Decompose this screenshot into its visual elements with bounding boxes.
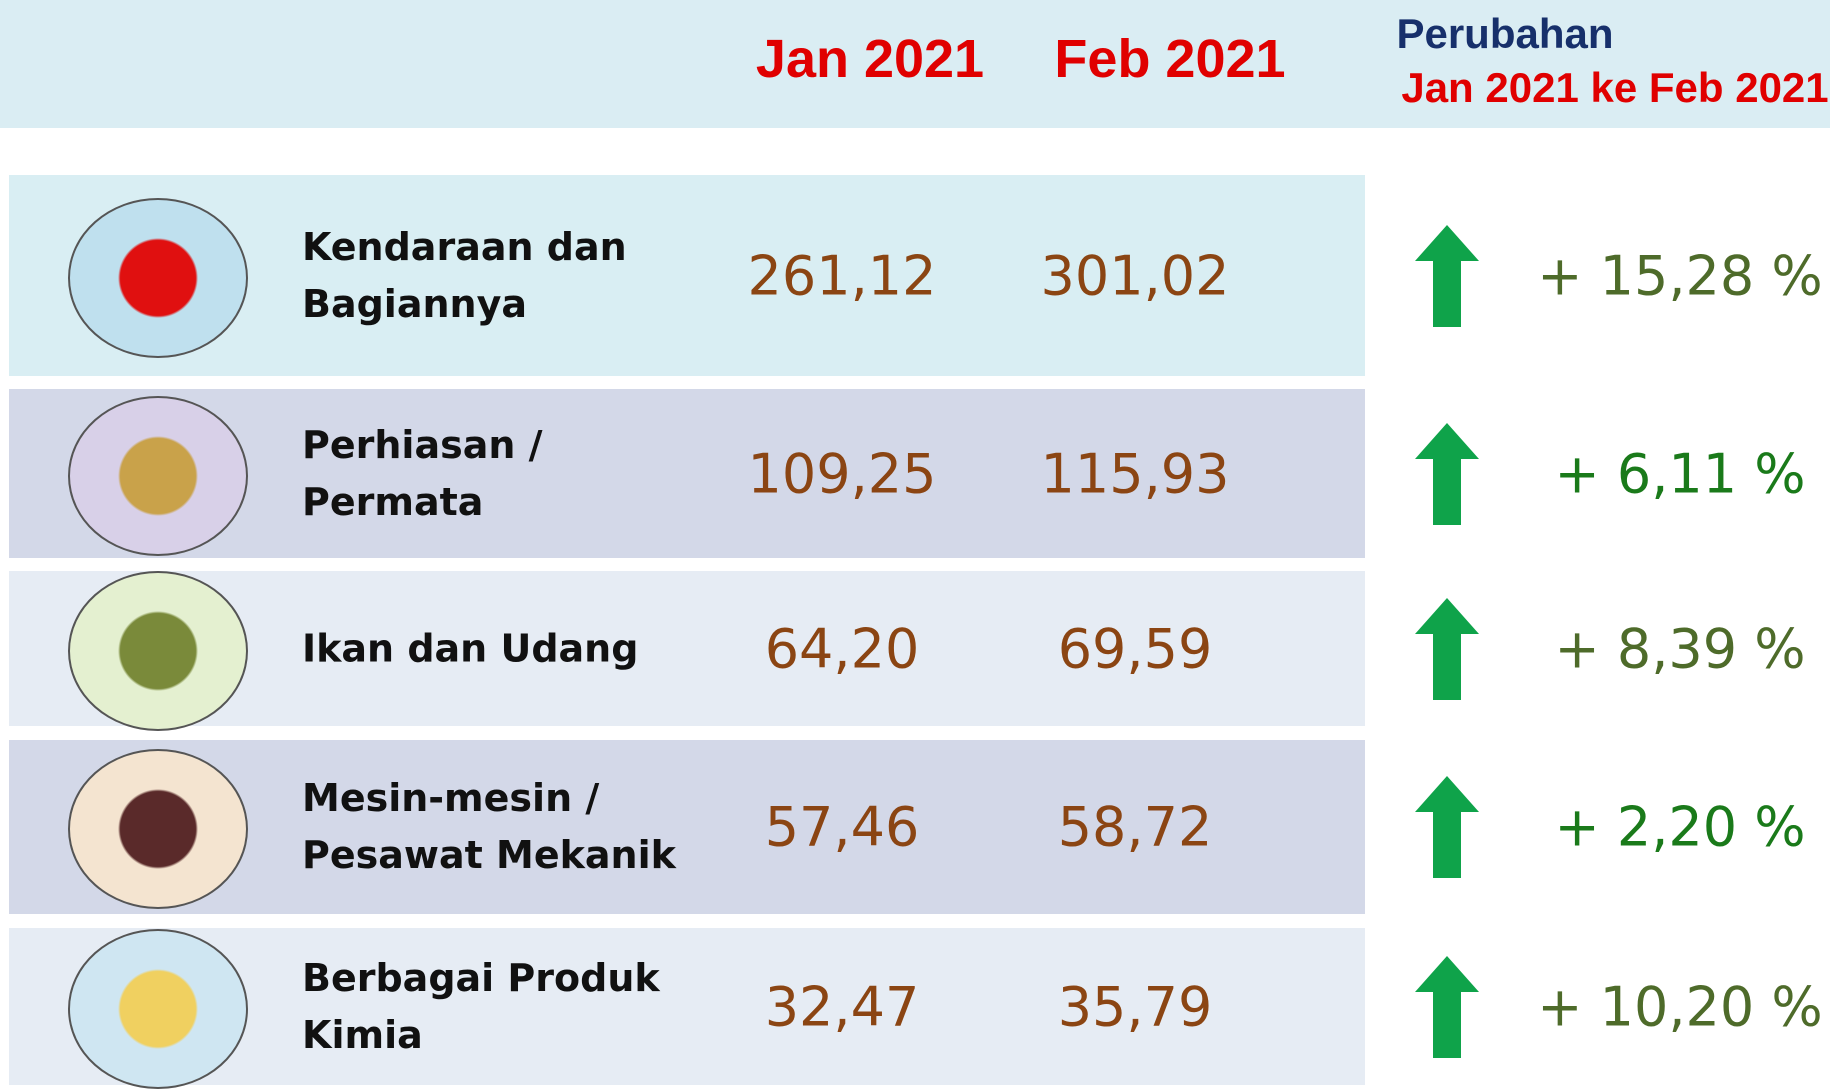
row-icon <box>68 197 248 358</box>
row-name: Mesin-mesin / Pesawat Mekanik <box>302 776 676 877</box>
feb-value: 115,93 <box>1040 442 1230 505</box>
header-change-title: Perubahan <box>1396 10 1614 57</box>
row-name: Perhiasan / Permata <box>302 422 543 524</box>
jan-value: 32,47 <box>764 975 920 1038</box>
change-value: + 10,20 % <box>1537 975 1823 1038</box>
change-value: + 6,11 % <box>1554 442 1806 505</box>
row-icon <box>68 749 248 909</box>
up-arrow <box>1415 224 1479 327</box>
row-icon <box>68 395 248 556</box>
row-name: Ikan dan Udang <box>302 626 639 670</box>
jan-value: 64,20 <box>764 617 920 680</box>
up-arrow <box>1415 422 1479 525</box>
change-value: + 15,28 % <box>1537 244 1823 307</box>
arrow-shape <box>1415 224 1479 327</box>
jan-value: 261,12 <box>747 244 937 307</box>
arrow-shape <box>1415 776 1479 878</box>
feb-value: 35,79 <box>1057 975 1213 1038</box>
header-jan: Jan 2021 <box>755 29 985 89</box>
row-name: Berbagai Produk Kimia <box>302 955 660 1057</box>
up-arrow <box>1415 955 1479 1058</box>
row-icon <box>68 928 248 1089</box>
feb-value: 301,02 <box>1040 244 1230 307</box>
row-name: Kendaraan dan Bagiannya <box>302 224 627 326</box>
up-arrow <box>1415 776 1479 878</box>
header-feb: Feb 2021 <box>1054 29 1286 89</box>
change-value: + 2,20 % <box>1554 795 1806 859</box>
jan-value: 57,46 <box>764 795 920 859</box>
change-value: + 8,39 % <box>1554 617 1806 680</box>
jan-value: 109,25 <box>747 442 937 505</box>
arrow-shape <box>1415 597 1479 700</box>
row-icon <box>68 570 248 731</box>
feb-value: 69,59 <box>1057 617 1213 680</box>
header-band <box>0 0 1830 128</box>
header-change-subtitle: Jan 2021 ke Feb 2021 <box>1401 64 1829 111</box>
feb-value: 58,72 <box>1057 795 1213 859</box>
up-arrow <box>1415 597 1479 700</box>
arrow-shape <box>1415 422 1479 525</box>
arrow-shape <box>1415 955 1479 1058</box>
